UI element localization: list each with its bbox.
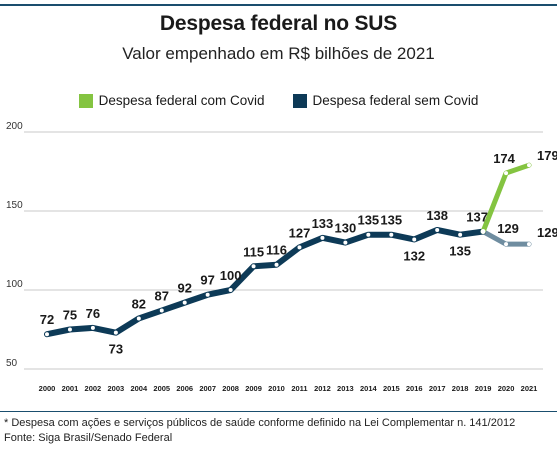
x-tick-label: 2017 (429, 384, 446, 393)
data-point-sem-covid (297, 245, 302, 250)
x-tick-label: 2007 (199, 384, 216, 393)
line-chart: 50 100 150 200 2000 2001 2002 2003 2004 2005 2006 2… (6, 121, 557, 393)
data-point-sem-covid (366, 232, 371, 237)
data-point-sem-covid (274, 262, 279, 267)
x-tick-label: 2009 (245, 384, 262, 393)
data-point-sem-covid (136, 316, 141, 321)
data-label-com-covid: 179 (537, 148, 557, 163)
data-label-sem-covid: 97 (200, 273, 214, 288)
data-label-sem-covid: 87 (155, 289, 169, 304)
x-tick-label: 2010 (268, 384, 285, 393)
x-tick-label: 2008 (222, 384, 239, 393)
legend: Despesa federal com Covid Despesa federa… (0, 93, 557, 108)
legend-label-sem-covid: Despesa federal sem Covid (312, 93, 479, 108)
data-point-sem-covid (45, 332, 49, 337)
data-label-sem-covid: 76 (86, 306, 100, 321)
data-label-sem-covid: 135 (449, 244, 471, 259)
x-tick-label: 2019 (475, 384, 492, 393)
data-point-sem-covid (389, 232, 394, 237)
x-tick-label: 2014 (360, 384, 378, 393)
data-label-sem-covid: 129 (537, 225, 557, 240)
series-line-sem-covid (44, 226, 487, 338)
x-tick-label: 2021 (521, 384, 538, 393)
legend-item-sem-covid: Despesa federal sem Covid (292, 93, 479, 108)
data-point-sem-covid (228, 288, 233, 292)
data-label-sem-covid: 129 (497, 221, 519, 236)
legend-label-com-covid: Despesa federal com Covid (98, 93, 265, 108)
y-tick-label: 100 (6, 279, 23, 290)
data-point-com-covid (527, 163, 531, 168)
bottom-rule (0, 411, 557, 412)
x-tick-label: 2013 (337, 384, 354, 393)
top-rule (0, 4, 557, 6)
data-point-sem-covid (320, 235, 325, 240)
legend-item-com-covid: Despesa federal com Covid (78, 93, 265, 108)
x-tick-label: 2002 (85, 384, 102, 393)
x-tick-label: 2000 (39, 384, 56, 393)
data-point-com-covid (504, 171, 509, 176)
data-label-sem-covid: 115 (243, 244, 264, 259)
x-tick-label: 2012 (314, 384, 331, 393)
x-tick-label: 2018 (452, 384, 469, 393)
legend-swatch-com-covid (78, 93, 93, 108)
data-label-sem-covid: 132 (403, 248, 425, 263)
x-tick-label: 2015 (383, 384, 400, 393)
data-point-sem-covid (458, 232, 463, 237)
chart-subtitle: Valor empenhado em R$ bilhões de 2021 (122, 44, 435, 63)
x-tick-label: 2005 (153, 384, 170, 393)
x-tick-label: 2001 (62, 384, 79, 393)
y-tick-label: 150 (6, 200, 23, 211)
data-label-sem-covid: 75 (63, 308, 77, 323)
data-label-sem-covid: 116 (266, 243, 287, 258)
x-tick-label: 2006 (176, 384, 193, 393)
data-point-sem-covid (67, 327, 72, 332)
data-label-sem-covid: 100 (220, 268, 242, 283)
source-text: Fonte: Siga Brasil/Senado Federal (4, 432, 173, 444)
footnote: * Despesa com ações e serviços públicos … (4, 416, 515, 446)
data-point-sem-covid (159, 308, 164, 313)
data-point-sem-covid (435, 227, 440, 232)
data-point-sem-covid (205, 292, 210, 297)
data-label-sem-covid: 72 (40, 312, 54, 327)
data-label-sem-covid: 135 (357, 213, 379, 228)
x-tick-label: 2020 (498, 384, 515, 393)
chart-title: Despesa federal no SUS (159, 12, 398, 35)
data-point-sem-covid (527, 242, 531, 247)
x-tick-label: 2003 (108, 384, 125, 393)
data-label-sem-covid: 137 (466, 210, 488, 225)
data-point-sem-covid (90, 325, 95, 330)
data-label-sem-covid: 130 (335, 221, 357, 236)
data-point-sem-covid (480, 229, 486, 235)
data-label-sem-covid: 127 (289, 225, 311, 240)
footnote-text: * Despesa com ações e serviços públicos … (4, 417, 516, 429)
x-tick-label: 2004 (130, 384, 148, 393)
y-tick-label: 200 (6, 121, 23, 132)
data-label-sem-covid: 133 (312, 216, 334, 231)
data-label-sem-covid: 73 (109, 342, 123, 357)
data-label-sem-covid: 92 (177, 281, 191, 296)
data-point-sem-covid (343, 240, 348, 245)
data-label-sem-covid: 82 (132, 296, 146, 311)
data-label-sem-covid: 138 (426, 208, 448, 223)
data-label-com-covid: 174 (493, 151, 515, 166)
y-tick-label: 50 (6, 358, 18, 369)
data-point-sem-covid (412, 237, 417, 242)
x-tick-label: 2011 (291, 384, 307, 393)
data-point-sem-covid (251, 264, 256, 269)
data-label-sem-covid: 135 (380, 213, 402, 228)
data-point-sem-covid (182, 300, 187, 305)
legend-swatch-sem-covid (292, 93, 307, 108)
x-tick-label: 2016 (406, 384, 423, 393)
data-point-sem-covid (504, 242, 509, 247)
data-point-sem-covid (113, 330, 118, 335)
